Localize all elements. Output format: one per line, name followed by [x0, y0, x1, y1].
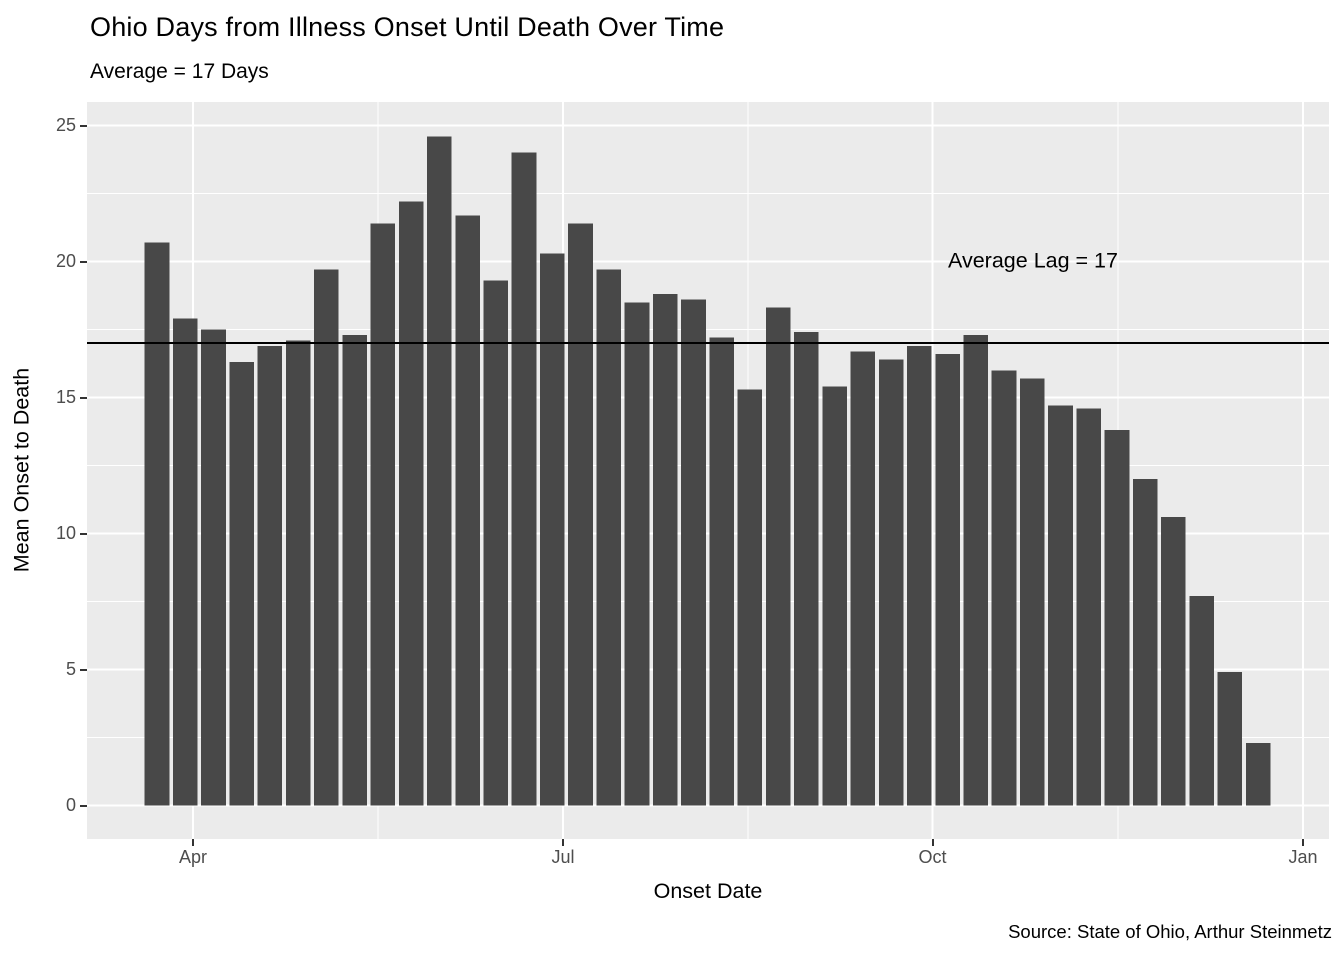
x-tick-mark: [562, 839, 564, 846]
bar: [1245, 742, 1271, 806]
bar: [1189, 596, 1214, 806]
y-axis-title: Mean Onset to Death: [9, 367, 34, 573]
chart-title: Ohio Days from Illness Onset Until Death…: [90, 12, 725, 42]
bar: [1104, 430, 1130, 806]
bar: [398, 201, 424, 806]
bar: [568, 223, 593, 806]
bar: [737, 389, 763, 806]
bar: [991, 370, 1017, 806]
y-tick-mark: [80, 804, 87, 807]
bars-svg: [87, 102, 1329, 839]
x-tick-mark: [931, 839, 934, 846]
bar: [201, 329, 226, 806]
bar: [483, 280, 509, 806]
bar: [652, 294, 678, 806]
bar: [1048, 405, 1073, 806]
y-tick-label: 20: [55, 250, 76, 271]
bar: [455, 215, 480, 806]
y-tick-label: 0: [65, 794, 76, 815]
bar: [765, 307, 791, 806]
bar: [709, 337, 734, 806]
bar: [907, 345, 932, 806]
source-caption: Source: State of Ohio, Arthur Steinmetz: [1008, 921, 1332, 942]
y-tick-mark: [80, 532, 87, 535]
bar: [257, 345, 283, 806]
bar: [878, 359, 904, 806]
bar: [596, 269, 622, 806]
bar: [963, 334, 989, 806]
bar: [624, 302, 650, 806]
bar: [314, 269, 339, 806]
bar: [935, 353, 960, 806]
y-tick-mark: [80, 260, 87, 263]
bar: [1161, 517, 1186, 806]
x-tick-label: Jul: [551, 847, 575, 867]
bar: [144, 242, 170, 806]
bar: [1076, 408, 1102, 806]
x-tick-mark: [192, 839, 194, 846]
bar: [427, 136, 452, 806]
y-tick-label: 10: [55, 522, 76, 543]
x-tick-label: Oct: [918, 847, 947, 867]
average-lag-annotation: Average Lag = 17: [948, 248, 1118, 273]
y-tick-mark: [80, 396, 87, 399]
x-tick-mark: [1302, 839, 1304, 846]
bar: [370, 223, 396, 806]
y-tick-label: 25: [55, 114, 76, 135]
bar: [539, 253, 565, 806]
plot-panel: [87, 102, 1329, 839]
bar: [229, 362, 254, 806]
x-axis-title: Onset Date: [653, 879, 763, 903]
bar: [1019, 378, 1045, 806]
bar: [822, 386, 847, 806]
y-tick-mark: [80, 668, 87, 671]
bar: [681, 299, 706, 806]
x-tick-label: Jan: [1288, 847, 1318, 867]
bar: [342, 334, 367, 806]
bar: [850, 351, 876, 806]
bar: [1217, 672, 1243, 806]
chart-subtitle: Average = 17 Days: [90, 60, 269, 83]
bar: [285, 340, 311, 806]
bar: [172, 318, 198, 806]
bar: [1132, 479, 1158, 806]
y-tick-label: 5: [65, 658, 76, 679]
x-tick-label: Apr: [178, 847, 208, 867]
bar: [511, 152, 537, 806]
y-tick-mark: [80, 124, 87, 127]
y-tick-label: 15: [55, 386, 76, 407]
bar: [794, 332, 819, 806]
